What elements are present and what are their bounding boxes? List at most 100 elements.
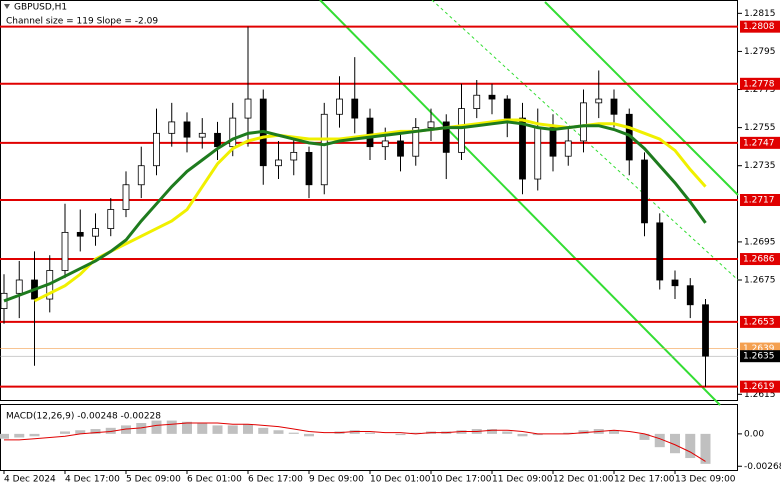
y-tick-label: 0.00 [744, 429, 764, 439]
candle-body [61, 231, 69, 271]
level-label: 1.2747 [743, 138, 775, 148]
candle-body [412, 127, 420, 157]
level-label-box [740, 136, 780, 149]
level-label-box [740, 315, 780, 328]
macd-bar [502, 431, 513, 434]
x-tick-label: 4 Dec 17:00 [65, 475, 120, 485]
y-tick-label: 1.2695 [744, 237, 776, 247]
macd-bar [75, 430, 86, 434]
macd-bar [151, 420, 162, 434]
candle-body [610, 98, 618, 115]
candle-body [107, 209, 115, 229]
candle-body [351, 98, 359, 119]
x-tick-label: 10 Dec 17:00 [431, 475, 492, 485]
x-tick-label: 12 Dec 01:00 [553, 475, 614, 485]
macd-bar [304, 433, 314, 437]
macd-bar [227, 425, 238, 434]
candle-body [397, 140, 404, 157]
macd-bar [14, 433, 25, 438]
candle-body [137, 165, 145, 186]
x-tick-label: 5 Dec 09:00 [126, 475, 181, 485]
level-label: 1.2778 [743, 79, 775, 89]
x-tick-label: 10 Dec 01:00 [370, 475, 431, 485]
macd-bar [685, 433, 696, 459]
macd-bar [563, 432, 574, 434]
x-tick-label: 9 Dec 09:00 [309, 475, 364, 485]
bid-box [740, 350, 780, 363]
candle-body [92, 228, 99, 237]
channel-lower [319, 0, 721, 406]
candle-body [534, 127, 542, 180]
x-tick-label: 6 Dec 17:00 [248, 475, 303, 485]
candle-body [641, 159, 648, 224]
macd-bar [609, 430, 619, 434]
macd-bar [654, 433, 665, 448]
y-tick-label: 1.2675 [744, 276, 776, 286]
macd-title: MACD(12,26,9) -0.00248 -0.00228 [6, 412, 161, 422]
macd-bar [197, 423, 208, 434]
y-tick-label: 1.2775 [744, 85, 776, 95]
macd-bar [487, 429, 497, 434]
candle-body [183, 121, 191, 138]
macd-bar [273, 430, 284, 434]
y-tick-label: 1.2615 [744, 390, 776, 400]
macd-bar [166, 420, 177, 434]
level-label: 1.2808 [743, 22, 775, 32]
level-label-box [740, 77, 780, 90]
candle-body [122, 184, 130, 210]
candle-body [686, 285, 694, 306]
macd-bar [29, 433, 40, 437]
candle-body [427, 121, 435, 129]
macd-signal [4, 422, 706, 462]
candle-body [580, 102, 587, 142]
candle-body [473, 94, 481, 109]
candle-body [564, 140, 572, 157]
candle-body [214, 132, 221, 148]
candle-body [244, 98, 252, 119]
x-tick-label: 6 Dec 01:00 [187, 475, 242, 485]
macd-bar [456, 430, 467, 434]
candle-body [168, 121, 176, 134]
candle-body [549, 127, 557, 157]
macd-bar [410, 432, 421, 434]
macd-bar [258, 427, 269, 434]
x-tick-label: 11 Dec 09:00 [492, 475, 553, 485]
candle-body [76, 231, 84, 237]
candle-body [702, 304, 709, 357]
moving-average [3, 120, 707, 303]
macd-bar [395, 433, 406, 436]
x-tick-label: 4 Dec 2024 [4, 475, 56, 485]
x-tick-label: 13 Dec 09:00 [675, 475, 736, 485]
candle-body [366, 117, 374, 148]
chart-subtitle: Channel size = 119 Slope = -2.09 [6, 17, 158, 27]
macd-bar [105, 427, 116, 434]
level-label: 1.2717 [743, 196, 775, 206]
macd-bar [639, 433, 650, 440]
candle-body [320, 113, 328, 186]
y-tick-label: -0.00268 [744, 462, 781, 472]
macd-bar [578, 430, 589, 434]
macd-bar [136, 423, 147, 434]
candle-body [336, 98, 343, 115]
macd-bar [532, 433, 543, 436]
candle-body [671, 279, 679, 287]
macd-bar [349, 430, 360, 434]
level-label: 1.2653 [743, 317, 775, 327]
channel-upper [544, 1, 739, 196]
candle-body [381, 140, 389, 148]
bid-label: 1.2635 [743, 352, 775, 362]
candle-body [488, 94, 496, 100]
symbol-icon [4, 4, 10, 9]
level-label-box [740, 253, 780, 266]
macd-bar [60, 431, 70, 434]
macd-bar [0, 433, 9, 439]
macd-bar [365, 432, 375, 434]
macd-bar [700, 433, 711, 464]
candle-body [305, 151, 313, 186]
candle-body [15, 279, 23, 294]
level-label-box [740, 380, 780, 393]
macd-bar [288, 432, 299, 434]
chart-title: GBPUSD,H1 [14, 3, 67, 13]
